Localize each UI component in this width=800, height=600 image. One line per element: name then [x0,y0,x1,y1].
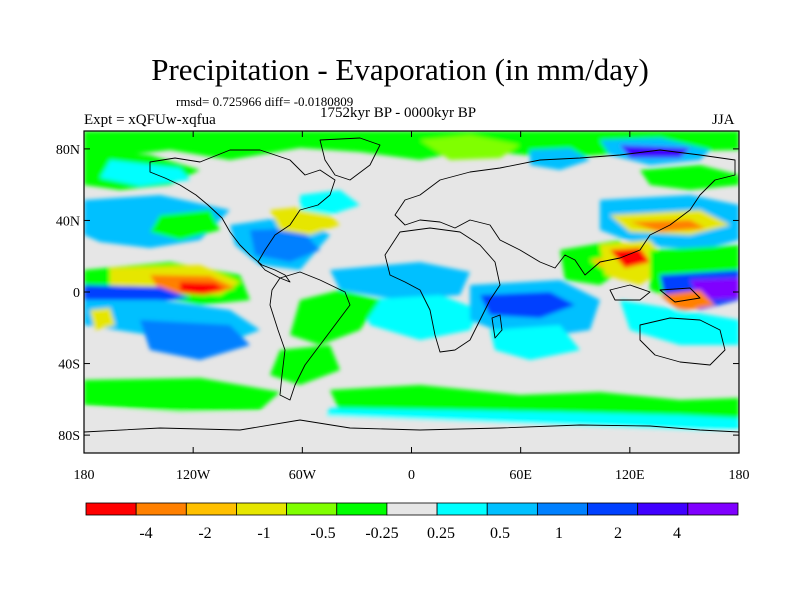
colorbar-swatch [286,502,338,516]
colorbar-label: 4 [673,525,681,542]
lat-tick-label: 0 [73,286,80,301]
lon-tick-label: 180 [74,468,95,483]
colorbar [85,502,739,516]
season-label: JJA [712,112,735,128]
colorbar-label: 2 [614,525,622,542]
lon-tick-label: 60E [509,468,532,483]
colorbar-swatch [637,502,689,516]
colorbar-swatch [486,502,538,516]
colorbar-labels: -4 -2 -1 -0.5 -0.25 0.25 0.5 1 2 4 [139,525,681,542]
latitude-ticks: 80N 40N 0 40S 80S [56,143,739,444]
lat-tick-label: 80S [58,429,80,444]
colorbar-label: 0.25 [427,525,455,542]
longitude-ticks: 180 120W 60W 0 60E 120E 180 [74,131,750,483]
colorbar-label: -0.5 [310,525,335,542]
colorbar-swatch [236,502,288,516]
map-area [84,131,739,453]
colorbar-swatch [687,502,739,516]
lon-tick-label: 0 [408,468,415,483]
period-label: 1752kyr BP - 0000kyr BP [320,105,477,121]
anomaly-field [84,131,739,453]
lat-tick-label: 40N [56,214,80,229]
colorbar-swatch [135,502,187,516]
experiment-label: Expt = xQFUw-xqfua [84,112,216,128]
lat-tick-label: 80N [56,143,80,158]
colorbar-swatch [85,502,137,516]
colorbar-label: 1 [555,525,563,542]
colorbar-label: -0.25 [365,525,398,542]
colorbar-label: -2 [198,525,211,542]
colorbar-swatch [386,502,438,516]
lon-tick-label: 120E [615,468,645,483]
colorbar-swatch [587,502,639,516]
map-title: Precipitation - Evaporation (in mm/day) [151,52,649,87]
colorbar-swatch [436,502,488,516]
coastlines [84,137,739,433]
lat-tick-label: 40S [58,358,80,373]
colorbar-swatch [185,502,237,516]
stats-label: rmsd= 0.725966 diff= -0.0180809 [176,94,354,109]
lon-tick-label: 120W [176,468,211,483]
lon-tick-label: 60W [289,468,317,483]
lon-tick-label: 180 [729,468,750,483]
colorbar-swatch [336,502,388,516]
colorbar-label: -4 [139,525,152,542]
colorbar-swatch [536,502,588,516]
colorbar-label: 0.5 [490,525,510,542]
colorbar-label: -1 [257,525,270,542]
